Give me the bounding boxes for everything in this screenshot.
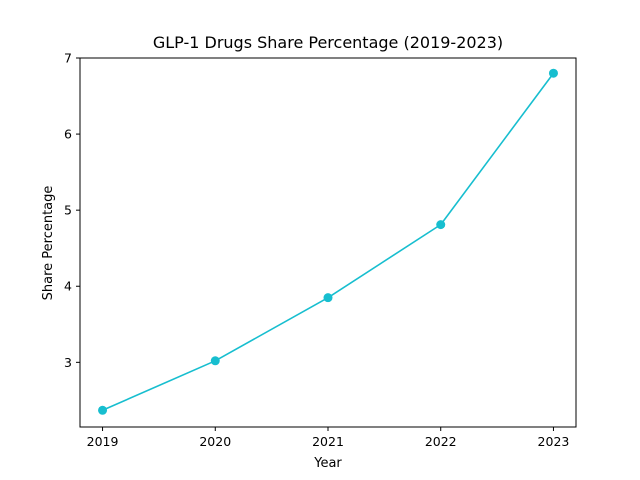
data-point <box>210 356 220 366</box>
y-tick-label: 4 <box>64 279 72 294</box>
x-tick-label: 2022 <box>425 434 457 449</box>
y-tick-label: 5 <box>64 203 72 218</box>
x-tick-label: 2020 <box>199 434 231 449</box>
x-tick-label: 2023 <box>538 434 570 449</box>
plot-area: 2019 2020 2021 2022 2023 3 4 5 6 7 <box>64 51 577 449</box>
y-tick-label: 3 <box>64 355 72 370</box>
series-line <box>102 72 555 411</box>
data-point <box>323 293 333 303</box>
y-tick-label: 7 <box>64 51 72 66</box>
data-point <box>548 68 558 78</box>
x-axis-label: Year <box>313 456 342 471</box>
data-point <box>98 405 108 415</box>
y-tick-label: 6 <box>64 127 72 142</box>
data-point <box>436 220 446 230</box>
axes-frame <box>79 57 577 428</box>
x-tick-label: 2019 <box>87 434 119 449</box>
x-tick-label: 2021 <box>312 434 344 449</box>
chart-title: GLP-1 Drugs Share Percentage (2019-2023) <box>153 33 503 52</box>
y-axis-label: Share Percentage <box>41 186 56 301</box>
